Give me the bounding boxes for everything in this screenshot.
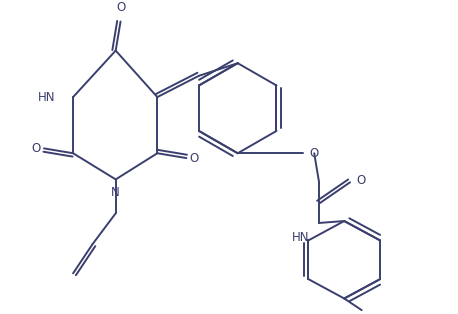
Text: O: O (116, 1, 125, 14)
Text: O: O (357, 174, 366, 187)
Text: HN: HN (38, 90, 56, 104)
Text: O: O (309, 147, 319, 160)
Text: O: O (190, 152, 199, 165)
Text: N: N (111, 186, 120, 199)
Text: HN: HN (292, 231, 309, 244)
Text: O: O (32, 142, 41, 155)
